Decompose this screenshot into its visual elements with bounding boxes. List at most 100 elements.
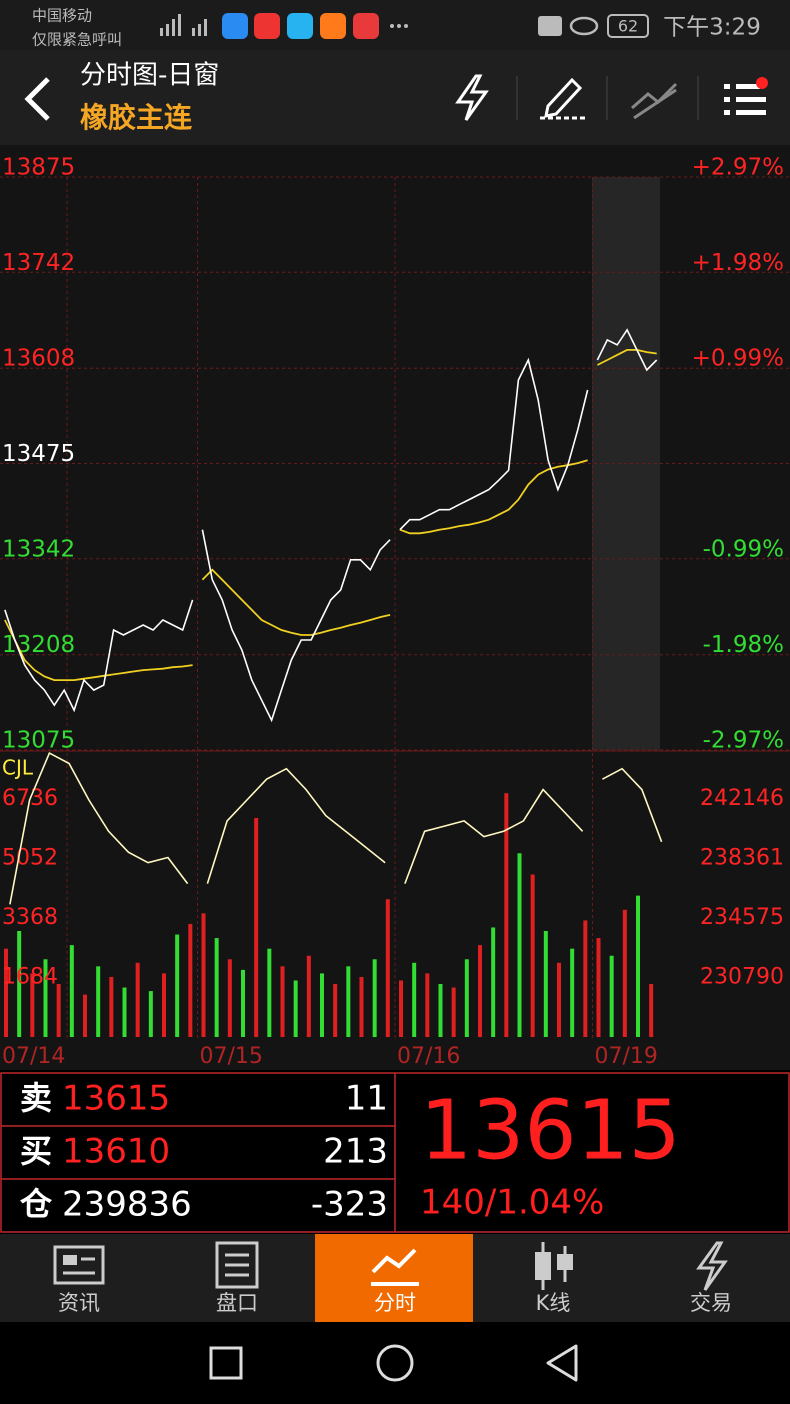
tabs: 资讯 盘口 分时 K线 交易 bbox=[53, 1241, 732, 1315]
volume-bar bbox=[214, 938, 219, 1037]
oi-line bbox=[9, 751, 189, 905]
volume-bar bbox=[412, 962, 417, 1037]
nav-back-button[interactable] bbox=[546, 1344, 578, 1382]
tab-label: 分时 bbox=[374, 1291, 416, 1315]
volume-bar bbox=[135, 962, 140, 1037]
header bbox=[0, 50, 790, 145]
back-button[interactable] bbox=[24, 77, 50, 121]
date-label: 07/16 bbox=[397, 1044, 460, 1069]
quote-rows: 卖 13615 11 买 13610 213 仓 239836 -323 bbox=[20, 1079, 388, 1225]
tab[interactable]: 交易 bbox=[690, 1241, 732, 1315]
battery-icon bbox=[607, 14, 649, 38]
oi-tick-label: 234575 bbox=[700, 905, 784, 930]
draw-button[interactable] bbox=[540, 77, 586, 120]
signal-icon bbox=[160, 14, 207, 36]
volume-bar bbox=[385, 899, 390, 1037]
price-line bbox=[201, 529, 391, 723]
active-tab bbox=[315, 1234, 473, 1322]
volume-bar bbox=[530, 874, 535, 1037]
volume-bar bbox=[280, 966, 285, 1037]
clock: 下午3:29 bbox=[663, 15, 761, 41]
volume-bar bbox=[372, 959, 377, 1037]
last-price: 13615 bbox=[420, 1083, 681, 1178]
price-line bbox=[4, 599, 194, 713]
price-tick-label: 13608 bbox=[2, 346, 75, 372]
volume-bar bbox=[570, 948, 575, 1037]
volume-bar bbox=[557, 962, 561, 1037]
volume-bar bbox=[306, 955, 311, 1037]
quote-price: 239836 bbox=[62, 1185, 192, 1225]
price-tick-label: 13475 bbox=[2, 441, 75, 467]
quote-price: 13610 bbox=[62, 1132, 170, 1172]
volume-bar bbox=[241, 969, 245, 1037]
volume-bar bbox=[596, 938, 601, 1037]
date-label: 07/14 bbox=[2, 1044, 65, 1069]
percent-tick-label: +0.99% bbox=[692, 346, 784, 372]
oi-tick-label: 242146 bbox=[700, 786, 784, 811]
battery-level: 62 bbox=[618, 17, 638, 36]
volume-bar bbox=[464, 959, 469, 1037]
tab-label: 交易 bbox=[690, 1291, 732, 1315]
page-title: 分时图-日窗 bbox=[80, 61, 219, 91]
volume-bar bbox=[30, 973, 35, 1037]
percent-tick-label: -0.99% bbox=[703, 537, 784, 563]
average-price-line bbox=[596, 349, 657, 366]
average-price-line bbox=[399, 459, 588, 535]
status-bar bbox=[0, 0, 790, 50]
quote-side: 卖 bbox=[20, 1079, 52, 1117]
tab[interactable]: 分时 bbox=[371, 1248, 419, 1315]
volume-bar bbox=[609, 955, 614, 1037]
percent-tick-label: +1.98% bbox=[692, 250, 784, 276]
date-label: 07/15 bbox=[200, 1044, 263, 1069]
price-tick-label: 13742 bbox=[2, 250, 75, 276]
volume-bar bbox=[636, 895, 640, 1037]
recent-button[interactable] bbox=[209, 1346, 243, 1380]
tab[interactable]: 资讯 bbox=[53, 1245, 105, 1315]
tab-icon bbox=[557, 1254, 573, 1270]
home-button[interactable] bbox=[376, 1344, 414, 1382]
tab-icon bbox=[53, 1245, 105, 1285]
volume-bar bbox=[201, 913, 206, 1037]
volume-bar bbox=[451, 987, 456, 1037]
volume-bar bbox=[438, 984, 443, 1037]
price-line bbox=[596, 328, 658, 372]
oi-line bbox=[404, 788, 584, 884]
volume-bar bbox=[188, 923, 193, 1037]
volume-bar bbox=[175, 934, 180, 1037]
tab-label: K线 bbox=[536, 1291, 571, 1315]
volume-bar bbox=[254, 817, 259, 1037]
tab[interactable]: 盘口 bbox=[215, 1241, 259, 1315]
volume-bar bbox=[333, 984, 338, 1037]
carrier: 中国移动 bbox=[32, 7, 92, 25]
oi-line bbox=[206, 767, 386, 884]
average-price-line bbox=[4, 619, 193, 681]
price-tick-label: 13342 bbox=[2, 536, 75, 562]
percent-tick-label: -2.97% bbox=[703, 728, 784, 754]
tab-icon bbox=[535, 1252, 551, 1280]
percent-tick-label: +2.97% bbox=[692, 155, 784, 181]
flash-button[interactable] bbox=[455, 74, 489, 121]
menu-button[interactable] bbox=[724, 77, 768, 115]
volume-tick-label: 3368 bbox=[2, 905, 58, 930]
tab-icon bbox=[63, 1255, 77, 1265]
volume-bar bbox=[109, 976, 114, 1037]
chart: 13875137421360813475133421320813075+2.97… bbox=[0, 155, 790, 1069]
tab-icon bbox=[696, 1241, 728, 1291]
indicator-button[interactable] bbox=[631, 82, 678, 120]
volume-bar bbox=[425, 973, 430, 1037]
oi-tick-label: 238361 bbox=[700, 845, 784, 870]
quote-side: 仓 bbox=[20, 1185, 53, 1223]
oi-line bbox=[602, 767, 663, 843]
price-tick-label: 13875 bbox=[2, 155, 75, 181]
volume-bar bbox=[359, 976, 364, 1037]
volume-bar bbox=[622, 909, 627, 1037]
quote-borders bbox=[0, 1072, 790, 1233]
volume-bar bbox=[478, 945, 482, 1037]
volume-bar bbox=[583, 920, 588, 1037]
price-line bbox=[399, 357, 589, 531]
price-tick-label: 13075 bbox=[2, 728, 75, 754]
percent-tick-label: -1.98% bbox=[703, 632, 784, 658]
tab[interactable]: K线 bbox=[535, 1242, 573, 1315]
quote-price: 13615 bbox=[62, 1079, 170, 1119]
